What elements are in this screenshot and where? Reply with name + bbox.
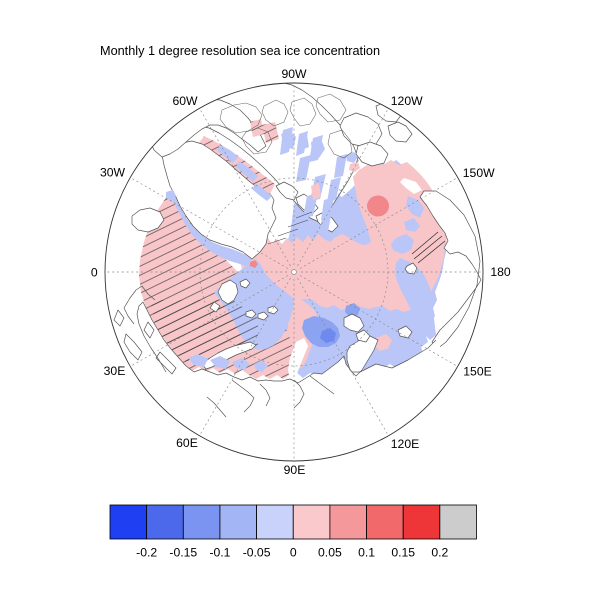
- svg-text:-0.1: -0.1: [209, 546, 230, 560]
- svg-text:Monthly 1 degree resolution se: Monthly 1 degree resolution sea ice conc…: [100, 44, 380, 58]
- svg-text:0.15: 0.15: [391, 546, 415, 560]
- svg-text:150E: 150E: [463, 365, 491, 379]
- svg-text:60E: 60E: [176, 436, 198, 450]
- svg-text:-0.15: -0.15: [169, 546, 197, 560]
- svg-text:-0.2: -0.2: [136, 546, 157, 560]
- svg-text:0.2: 0.2: [431, 546, 448, 560]
- svg-text:120E: 120E: [391, 437, 419, 451]
- svg-text:90E: 90E: [284, 463, 306, 477]
- svg-text:0.1: 0.1: [358, 546, 375, 560]
- svg-text:60W: 60W: [172, 94, 198, 108]
- svg-text:0.05: 0.05: [318, 546, 342, 560]
- svg-text:-0.05: -0.05: [243, 546, 271, 560]
- svg-text:0: 0: [91, 266, 98, 280]
- svg-text:90W: 90W: [281, 67, 307, 81]
- svg-text:0: 0: [290, 546, 297, 560]
- svg-text:150W: 150W: [463, 166, 495, 180]
- svg-text:120W: 120W: [391, 94, 423, 108]
- svg-text:30W: 30W: [100, 166, 126, 180]
- svg-text:30E: 30E: [104, 364, 126, 378]
- svg-text:180: 180: [490, 265, 511, 279]
